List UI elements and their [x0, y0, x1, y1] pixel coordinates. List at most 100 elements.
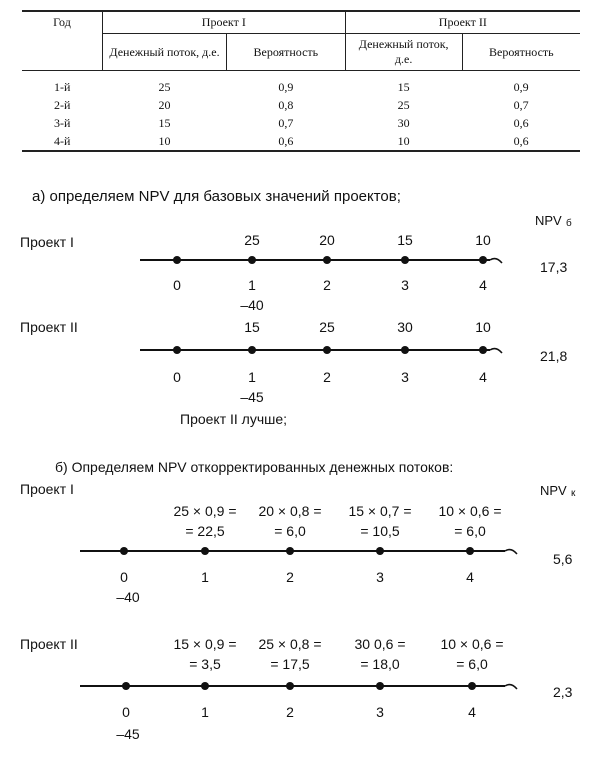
- cash-flow: 15: [244, 319, 260, 335]
- period-label: 1: [201, 569, 209, 585]
- timeline-end: [504, 548, 518, 555]
- npv-label: NPV: [540, 483, 567, 498]
- period-label: 0: [122, 704, 130, 720]
- npv-value: 2,3: [553, 684, 573, 700]
- table-cell: 10: [158, 133, 171, 148]
- timeline-point: [401, 346, 409, 354]
- initial-investment: –45: [116, 726, 140, 742]
- cash-flow: 10 × 0,6 =: [440, 636, 504, 652]
- cash-flow: 20: [319, 232, 335, 248]
- timeline-point: [376, 682, 384, 690]
- timeline-point: [323, 256, 331, 264]
- adjusted-flow: = 22,5: [185, 523, 225, 539]
- timeline-point: [201, 547, 209, 555]
- cash-flow: 30: [397, 319, 413, 335]
- header-cell: Год: [22, 11, 103, 71]
- table-row: 4-й 10 0,6 10 0,6: [22, 132, 580, 151]
- header-cell: Вероятность: [461, 33, 580, 71]
- table-cell: 1-й: [54, 79, 71, 94]
- timeline-point: [401, 256, 409, 264]
- adjusted-flow: = 6,0: [274, 523, 306, 539]
- header-cell: Проект II: [344, 11, 580, 34]
- project-label: Проект II: [20, 636, 78, 652]
- subheader-row: Денежный поток, д.е. Вероятность Денежны…: [22, 33, 580, 71]
- table-row: 2-й 20 0,8 25 0,7: [22, 96, 580, 114]
- period-label: 3: [401, 277, 409, 293]
- period-label: 2: [323, 277, 331, 293]
- timeline-point: [286, 547, 294, 555]
- period-label: 0: [173, 277, 181, 293]
- header-row: Год Проект I Проект II: [22, 11, 580, 71]
- adjusted-flow: = 17,5: [270, 656, 310, 672]
- cash-flow: 25 × 0,8 =: [258, 636, 322, 652]
- period-label: 3: [401, 369, 409, 385]
- timeline-end: [489, 347, 503, 354]
- data-table: Год Проект I Проект II Денежный поток, д…: [22, 10, 580, 152]
- cash-flow: 10: [475, 232, 491, 248]
- timeline-point: [376, 547, 384, 555]
- table-cell: 25: [397, 97, 410, 112]
- timeline-point: [466, 547, 474, 555]
- timeline-point: [122, 682, 130, 690]
- section-title: б) Определяем NPV откорректированных ден…: [55, 459, 454, 475]
- period-label: 4: [479, 277, 487, 293]
- cash-flow: 10 × 0,6 =: [438, 503, 502, 519]
- table-cell: 2-й: [54, 97, 71, 112]
- cash-flow: 25 × 0,9 =: [173, 503, 237, 519]
- timeline-point: [286, 682, 294, 690]
- initial-investment: –40: [116, 589, 140, 605]
- timeline-point: [120, 547, 128, 555]
- table-cell: 0,9: [278, 79, 294, 94]
- adjusted-flow: = 6,0: [454, 523, 486, 539]
- table-cell: 0,6: [278, 133, 294, 148]
- npv-subscript: к: [571, 488, 576, 499]
- adjusted-flow: = 6,0: [456, 656, 488, 672]
- table-cell: 4-й: [54, 133, 71, 148]
- header-cell: Денежный поток, д.е.: [102, 33, 227, 71]
- period-label: 2: [286, 704, 294, 720]
- period-label: 0: [173, 369, 181, 385]
- table-cell: 15: [397, 79, 410, 94]
- cash-flow: 25: [319, 319, 335, 335]
- timeline-point: [248, 256, 256, 264]
- project-label: Проект I: [20, 481, 74, 497]
- timeline-point: [479, 256, 487, 264]
- table-cell: 0,9: [513, 79, 529, 94]
- conclusion: Проект II лучше;: [180, 411, 288, 427]
- period-label: 1: [201, 704, 209, 720]
- npv-value: 17,3: [540, 259, 568, 275]
- period-label: 2: [323, 369, 331, 385]
- npv-subscript: б: [566, 218, 572, 229]
- table-cell: 0,7: [278, 115, 294, 130]
- cash-flow: 20 × 0,8 =: [258, 503, 322, 519]
- table-cell: 25: [158, 79, 171, 94]
- period-label: 4: [468, 704, 476, 720]
- table-cell: 0,8: [278, 97, 294, 112]
- initial-investment: –45: [240, 389, 264, 405]
- table-cell: 0,6: [513, 133, 529, 148]
- timeline-end: [504, 683, 518, 690]
- period-label: 1: [248, 277, 256, 293]
- period-label: 3: [376, 569, 384, 585]
- timeline-point: [173, 346, 181, 354]
- table-row: 1-й 25 0,9 15 0,9: [22, 71, 580, 97]
- period-label: 0: [120, 569, 128, 585]
- cash-flow: 15 × 0,7 =: [348, 503, 412, 519]
- table-cell: 0,7: [513, 97, 529, 112]
- table-cell: 30: [397, 115, 410, 130]
- period-label: 4: [479, 369, 487, 385]
- npv-label: NPV: [535, 213, 562, 228]
- adjusted-flow: = 10,5: [360, 523, 400, 539]
- table-cell: 10: [397, 133, 410, 148]
- cash-flow: 15: [397, 232, 413, 248]
- header-cell: Проект I: [102, 11, 346, 34]
- adjusted-flow: = 18,0: [360, 656, 400, 672]
- project-label: Проект I: [20, 234, 74, 250]
- adjusted-flow: = 3,5: [189, 656, 221, 672]
- table-row: 3-й 15 0,7 30 0,6: [22, 114, 580, 132]
- cash-flow: 30 0,6 =: [354, 636, 406, 652]
- cash-flow: 10: [475, 319, 491, 335]
- cash-flow: 15 × 0,9 =: [173, 636, 237, 652]
